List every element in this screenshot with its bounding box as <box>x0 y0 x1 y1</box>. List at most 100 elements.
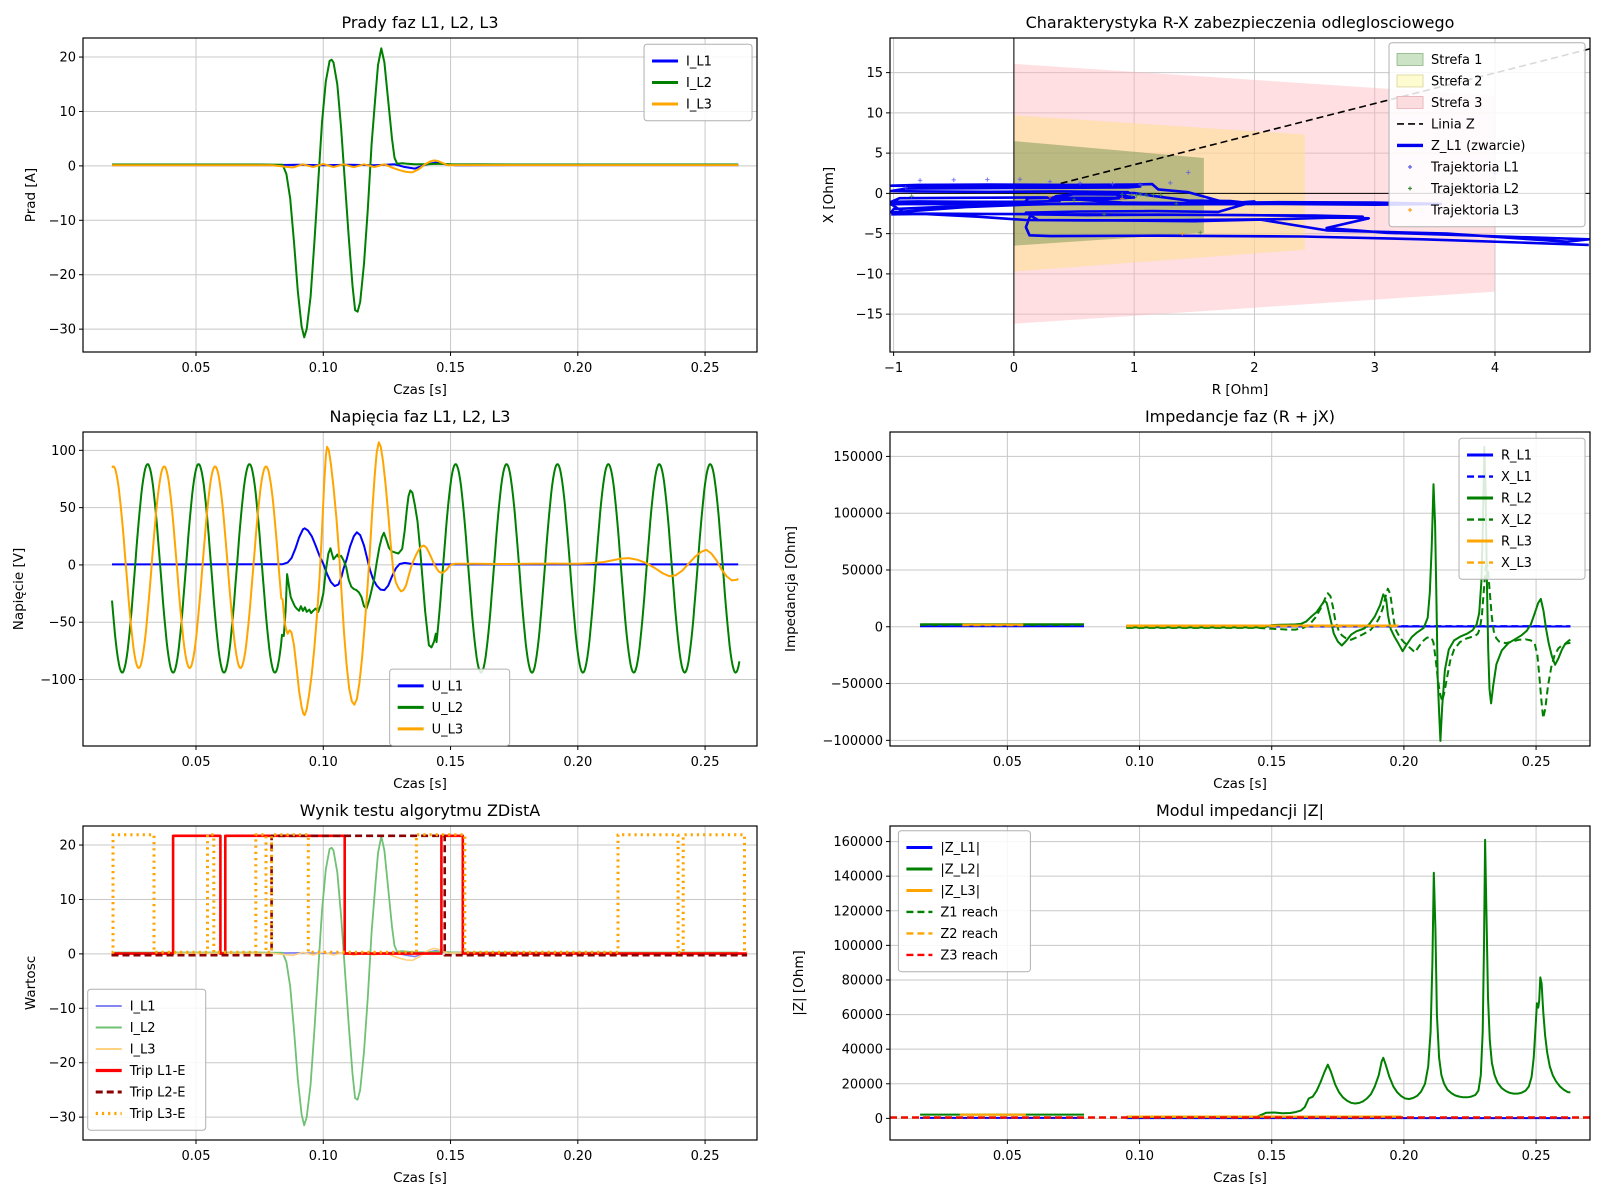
svg-text:I_L1: I_L1 <box>130 1000 156 1015</box>
svg-text:−50: −50 <box>49 616 76 631</box>
chart-voltages: 0.05 0.10 0.15 0.20 0.25 −100 −50 0 50 100 Napięci… <box>11 407 758 792</box>
svg-text:40000: 40000 <box>842 1043 883 1058</box>
chart-currents: 0.05 0.10 0.15 0.20 0.25 −30 −20 −10 0 10 20 Prady … <box>23 13 758 398</box>
svg-text:Linia Z: Linia Z <box>1431 117 1475 132</box>
svg-text:0.20: 0.20 <box>1389 1149 1418 1164</box>
axes-frame <box>82 825 758 1141</box>
series-Trip-L3-E <box>111 833 748 954</box>
svg-text:100: 100 <box>51 444 76 459</box>
svg-text:120000: 120000 <box>833 904 883 919</box>
svg-text:Strefa 1: Strefa 1 <box>1431 53 1482 68</box>
svg-text:|Z_L3|: |Z_L3| <box>940 884 980 899</box>
svg-text:0.10: 0.10 <box>309 361 338 376</box>
svg-text:Trajektoria L2: Trajektoria L2 <box>1430 182 1519 197</box>
x-axis-label: Czas [s] <box>1213 1170 1267 1186</box>
svg-text:R_L3: R_L3 <box>1501 535 1532 550</box>
y-axis-label: Wartosc <box>23 956 39 1010</box>
tick-labels: 0.05 0.10 0.15 0.20 0.25 −100 −50 0 50 100 <box>40 444 719 770</box>
svg-text:I_L1: I_L1 <box>686 55 712 70</box>
plot-area <box>920 445 1571 742</box>
svg-text:R_L2: R_L2 <box>1501 492 1532 507</box>
svg-text:160000: 160000 <box>833 835 883 850</box>
y-axis-label: Impedancja [Ohm] <box>783 526 799 652</box>
svg-text:Trajektoria L3: Trajektoria L3 <box>1430 203 1519 218</box>
svg-text:−50000: −50000 <box>831 677 883 692</box>
legend: I_L1 I_L2 I_L3 <box>643 43 753 122</box>
svg-text:Strefa 2: Strefa 2 <box>1431 74 1482 89</box>
svg-text:0: 0 <box>68 558 76 573</box>
svg-text:I_L3: I_L3 <box>686 98 712 113</box>
chart-title: Impedancje faz (R + jX) <box>1145 407 1335 426</box>
svg-text:0.15: 0.15 <box>1257 755 1286 770</box>
svg-text:20: 20 <box>59 51 76 66</box>
svg-text:−10: −10 <box>49 1002 76 1017</box>
plot-area <box>112 47 739 339</box>
svg-text:0.10: 0.10 <box>1125 1149 1154 1164</box>
chart-impedances: 0.05 0.10 0.15 0.20 0.25 −100000 −50000 0 50000 1… <box>783 407 1591 792</box>
svg-text:0.20: 0.20 <box>563 361 592 376</box>
chart-zmod: 0.05 0.10 0.15 0.20 0.25 0 20000 40000 60000 8000… <box>791 801 1591 1186</box>
svg-text:100000: 100000 <box>833 939 883 954</box>
legend: R_L1 X_L1 R_L2 X_L2 R_L3 X_L3 <box>1458 437 1586 580</box>
svg-text:0: 0 <box>875 187 883 202</box>
y-axis-label: |Z| [Ohm] <box>791 950 807 1016</box>
svg-text:0.05: 0.05 <box>182 1149 211 1164</box>
svg-text:0.15: 0.15 <box>436 755 465 770</box>
svg-text:Z1 reach: Z1 reach <box>940 905 998 920</box>
svg-text:0.25: 0.25 <box>1522 1149 1551 1164</box>
svg-text:50000: 50000 <box>842 563 883 578</box>
svg-text:Z3 reach: Z3 reach <box>940 948 998 963</box>
svg-text:−30: −30 <box>49 323 76 338</box>
y-axis-label: Prad [A] <box>23 168 39 222</box>
svg-text:0.25: 0.25 <box>691 361 720 376</box>
svg-text:0: 0 <box>68 947 76 962</box>
svg-text:Trip L1-E: Trip L1-E <box>129 1064 186 1079</box>
svg-text:|Z_L2|: |Z_L2| <box>940 862 980 877</box>
x-axis-label: Czas [s] <box>1213 776 1267 792</box>
legend: I_L1 I_L2 I_L3 Trip L1-E Trip L2-E Trip L3-E <box>87 988 207 1131</box>
tick-labels: 0.05 0.10 0.15 0.20 0.25 −100000 −50000 0 50000 1… <box>822 450 1550 770</box>
svg-text:10: 10 <box>866 106 883 121</box>
legend: Strefa 1 Strefa 2 Strefa 3 Linia Z Z_L1 (zwa… <box>1388 42 1586 228</box>
svg-text:−10: −10 <box>49 214 76 229</box>
svg-text:|Z_L1|: |Z_L1| <box>940 841 980 856</box>
chart-title: Wynik testu algorytmu ZDistA <box>300 801 541 820</box>
svg-text:0: 0 <box>68 159 76 174</box>
axes-frame <box>889 431 1591 747</box>
svg-text:Trip L3-E: Trip L3-E <box>129 1107 186 1122</box>
series-X_L2 <box>920 559 1571 720</box>
svg-text:−5: −5 <box>864 227 883 242</box>
svg-text:2: 2 <box>1250 361 1258 376</box>
series-U_L1 <box>112 527 739 592</box>
svg-text:U_L3: U_L3 <box>432 722 464 737</box>
tick-labels: 0.05 0.10 0.15 0.20 0.25 −30 −20 −10 0 10 20 <box>49 839 720 1164</box>
svg-text:Trip L2-E: Trip L2-E <box>129 1086 186 1101</box>
svg-text:I_L2: I_L2 <box>686 76 712 91</box>
chart-title: Prady faz L1, L2, L3 <box>341 13 498 32</box>
x-axis-label: Czas [s] <box>393 1170 447 1186</box>
svg-text:15: 15 <box>866 66 883 81</box>
svg-text:0.15: 0.15 <box>436 361 465 376</box>
svg-text:50: 50 <box>59 501 76 516</box>
series-I_L2 <box>112 47 739 339</box>
legend: U_L1 U_L2 U_L3 <box>389 668 511 747</box>
svg-text:0.25: 0.25 <box>691 1149 720 1164</box>
svg-text:0.25: 0.25 <box>1522 755 1551 770</box>
svg-text:0.20: 0.20 <box>1389 755 1418 770</box>
svg-text:150000: 150000 <box>833 450 883 465</box>
plot-area <box>111 441 741 717</box>
svg-text:−15: −15 <box>856 308 883 323</box>
plot-area <box>889 38 1591 352</box>
svg-text:0.20: 0.20 <box>563 755 592 770</box>
plot-area <box>111 833 748 1127</box>
svg-text:0.15: 0.15 <box>1257 1149 1286 1164</box>
svg-text:0.25: 0.25 <box>691 755 720 770</box>
series-I_L3 <box>112 159 739 174</box>
svg-text:0.10: 0.10 <box>309 1149 338 1164</box>
svg-text:−20: −20 <box>49 268 76 283</box>
svg-text:20: 20 <box>59 839 76 854</box>
tick-labels: 0.05 0.10 0.15 0.20 0.25 −30 −20 −10 0 10 20 <box>49 51 720 376</box>
svg-text:Strefa 3: Strefa 3 <box>1431 96 1482 111</box>
